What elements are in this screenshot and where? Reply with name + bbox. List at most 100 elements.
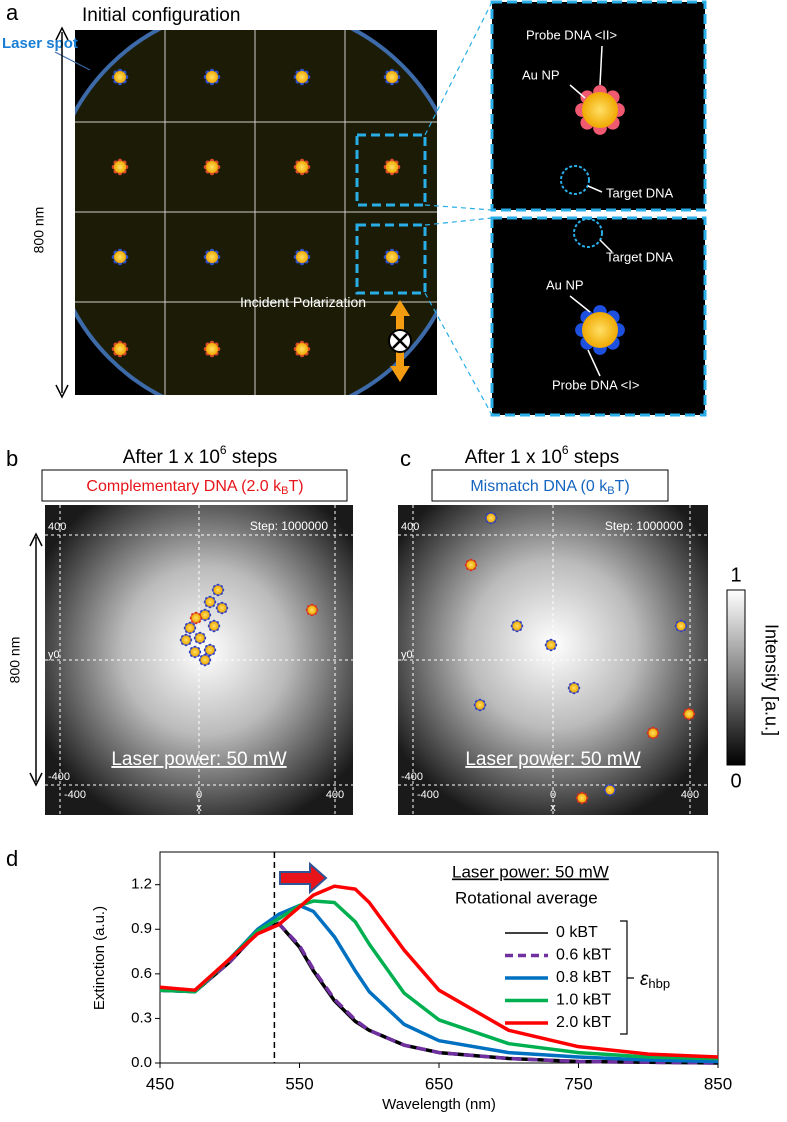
axis-text: y0 bbox=[401, 649, 413, 661]
label-box bbox=[41, 469, 348, 502]
t: 6 bbox=[562, 443, 569, 457]
x-axis-label: Wavelength (nm) bbox=[382, 1096, 496, 1113]
axis-text: -400 bbox=[64, 789, 86, 801]
zoom-lines bbox=[424, 1, 493, 416]
nanoparticle bbox=[466, 560, 476, 570]
t: 6 bbox=[220, 443, 227, 457]
target-circle bbox=[573, 218, 603, 248]
axis-text: Laser power: 50 mW bbox=[465, 749, 640, 770]
inset-label: Au NP bbox=[522, 67, 560, 82]
nanoparticle bbox=[307, 605, 317, 615]
nanoparticle bbox=[181, 635, 191, 645]
x-tick-label: 850 bbox=[704, 1074, 732, 1093]
panel-title: After 1 x 106 steps bbox=[465, 443, 620, 468]
x-tick-label: 550 bbox=[285, 1074, 313, 1093]
inset-label: Probe DNA <II> bbox=[526, 27, 617, 42]
inset-label: Target DNA bbox=[606, 249, 674, 264]
inset-label: Probe DNA <I> bbox=[552, 377, 639, 392]
t: T) bbox=[288, 478, 303, 495]
panel-letter: b bbox=[6, 446, 18, 471]
nanoparticle bbox=[206, 161, 218, 173]
box-label: Mismatch DNA (0 kBT) bbox=[470, 478, 629, 497]
x-tick-label: 650 bbox=[425, 1074, 453, 1093]
x-tick-label: 450 bbox=[146, 1074, 174, 1093]
nanoparticle bbox=[205, 645, 215, 655]
inset-label: Au NP bbox=[546, 277, 584, 292]
bracket-label: εhbp bbox=[640, 969, 670, 991]
plot-frame bbox=[159, 851, 719, 1064]
nanoparticle bbox=[195, 633, 205, 643]
grid: 400 y0 -400 -400 0 400 x Step: 1000000 Laser pow… bbox=[45, 505, 353, 815]
series-line bbox=[159, 903, 719, 1064]
nanoparticle bbox=[648, 728, 658, 738]
inset-particle bbox=[575, 85, 625, 355]
grid bbox=[75, 30, 437, 395]
legend-label: 0.6 kBT bbox=[556, 947, 611, 964]
nanoparticle bbox=[213, 585, 223, 595]
nanoparticle bbox=[475, 700, 485, 710]
axis-text: 400 bbox=[401, 521, 419, 533]
arrow-heads bbox=[29, 532, 43, 787]
y-tick-label: 0.6 bbox=[131, 965, 152, 982]
axis-text: 400 bbox=[326, 789, 344, 801]
nanoparticle bbox=[114, 71, 126, 83]
nanoparticle bbox=[114, 161, 126, 173]
axis-text: x bbox=[196, 802, 202, 814]
y-tick-label: 0.3 bbox=[131, 1009, 152, 1026]
nanoparticle bbox=[296, 251, 308, 263]
label-box bbox=[431, 469, 669, 502]
nanoparticle bbox=[200, 610, 210, 620]
series-line bbox=[159, 884, 719, 1059]
axis-text: -400 bbox=[48, 771, 70, 783]
axis-text: x bbox=[550, 802, 556, 814]
annotation: Laser power: 50 mW bbox=[452, 862, 609, 881]
nanoparticle bbox=[206, 251, 218, 263]
axis-text: 400 bbox=[681, 789, 699, 801]
t: Mismatch DNA (0 k bbox=[470, 478, 608, 495]
y-tick-label: 1.2 bbox=[131, 876, 152, 893]
panel-title: Initial configuration bbox=[82, 5, 240, 26]
legend-bracket bbox=[620, 920, 634, 1035]
nanoparticle bbox=[209, 621, 219, 631]
scale-label: 800 nm bbox=[7, 637, 23, 684]
grid: 400 y0 -400 -400 0 400 x Step: 1000000 Laser pow… bbox=[398, 505, 708, 815]
nanoparticle bbox=[684, 709, 694, 719]
axis-text: 0 bbox=[196, 789, 202, 801]
t: hbp bbox=[648, 976, 670, 991]
legend-label: 0.8 kBT bbox=[556, 969, 611, 986]
panel-letter: a bbox=[6, 0, 19, 25]
zoom-box bbox=[355, 223, 427, 295]
t: After 1 x 10 bbox=[465, 447, 562, 468]
box-label: Complementary DNA (2.0 kBT) bbox=[86, 478, 303, 497]
leaders bbox=[569, 45, 613, 377]
panel-letter: c bbox=[400, 446, 411, 471]
panel-d: d Extinction (a.u.) Wavelength (nm) Lase… bbox=[6, 846, 732, 1113]
panel-b: b After 1 x 106 steps Complementary DNA … bbox=[6, 443, 353, 815]
t: steps bbox=[569, 447, 620, 468]
axis-text: Laser power: 50 mW bbox=[111, 749, 286, 770]
t: B bbox=[607, 485, 614, 497]
series-line bbox=[159, 899, 719, 1061]
panel-letter: d bbox=[6, 846, 18, 871]
nanoparticle bbox=[114, 343, 126, 355]
nanoparticle bbox=[205, 597, 215, 607]
leader bbox=[54, 51, 91, 71]
nanoparticle bbox=[206, 71, 218, 83]
nanoparticle bbox=[296, 161, 308, 173]
particles bbox=[111, 68, 401, 358]
axis-text: Step: 1000000 bbox=[250, 519, 328, 533]
y-tick-label: 0.9 bbox=[131, 920, 152, 937]
nanoparticle bbox=[386, 251, 398, 263]
legend-label: 1.0 kBT bbox=[556, 992, 611, 1009]
particles bbox=[464, 511, 696, 805]
polarization-cross bbox=[392, 333, 408, 349]
nanoparticle bbox=[296, 343, 308, 355]
t: After 1 x 10 bbox=[123, 447, 220, 468]
nanoparticle bbox=[676, 621, 686, 631]
panel-a: a Initial configuration Laser spot 800 n… bbox=[2, 0, 707, 417]
polarization-label: Incident Polarization bbox=[240, 294, 366, 310]
nanoparticle bbox=[217, 603, 227, 613]
inset-label: Target DNA bbox=[606, 185, 674, 200]
colorbar-min: 0 bbox=[730, 770, 741, 792]
y-tick-label: 0.0 bbox=[131, 1054, 152, 1071]
